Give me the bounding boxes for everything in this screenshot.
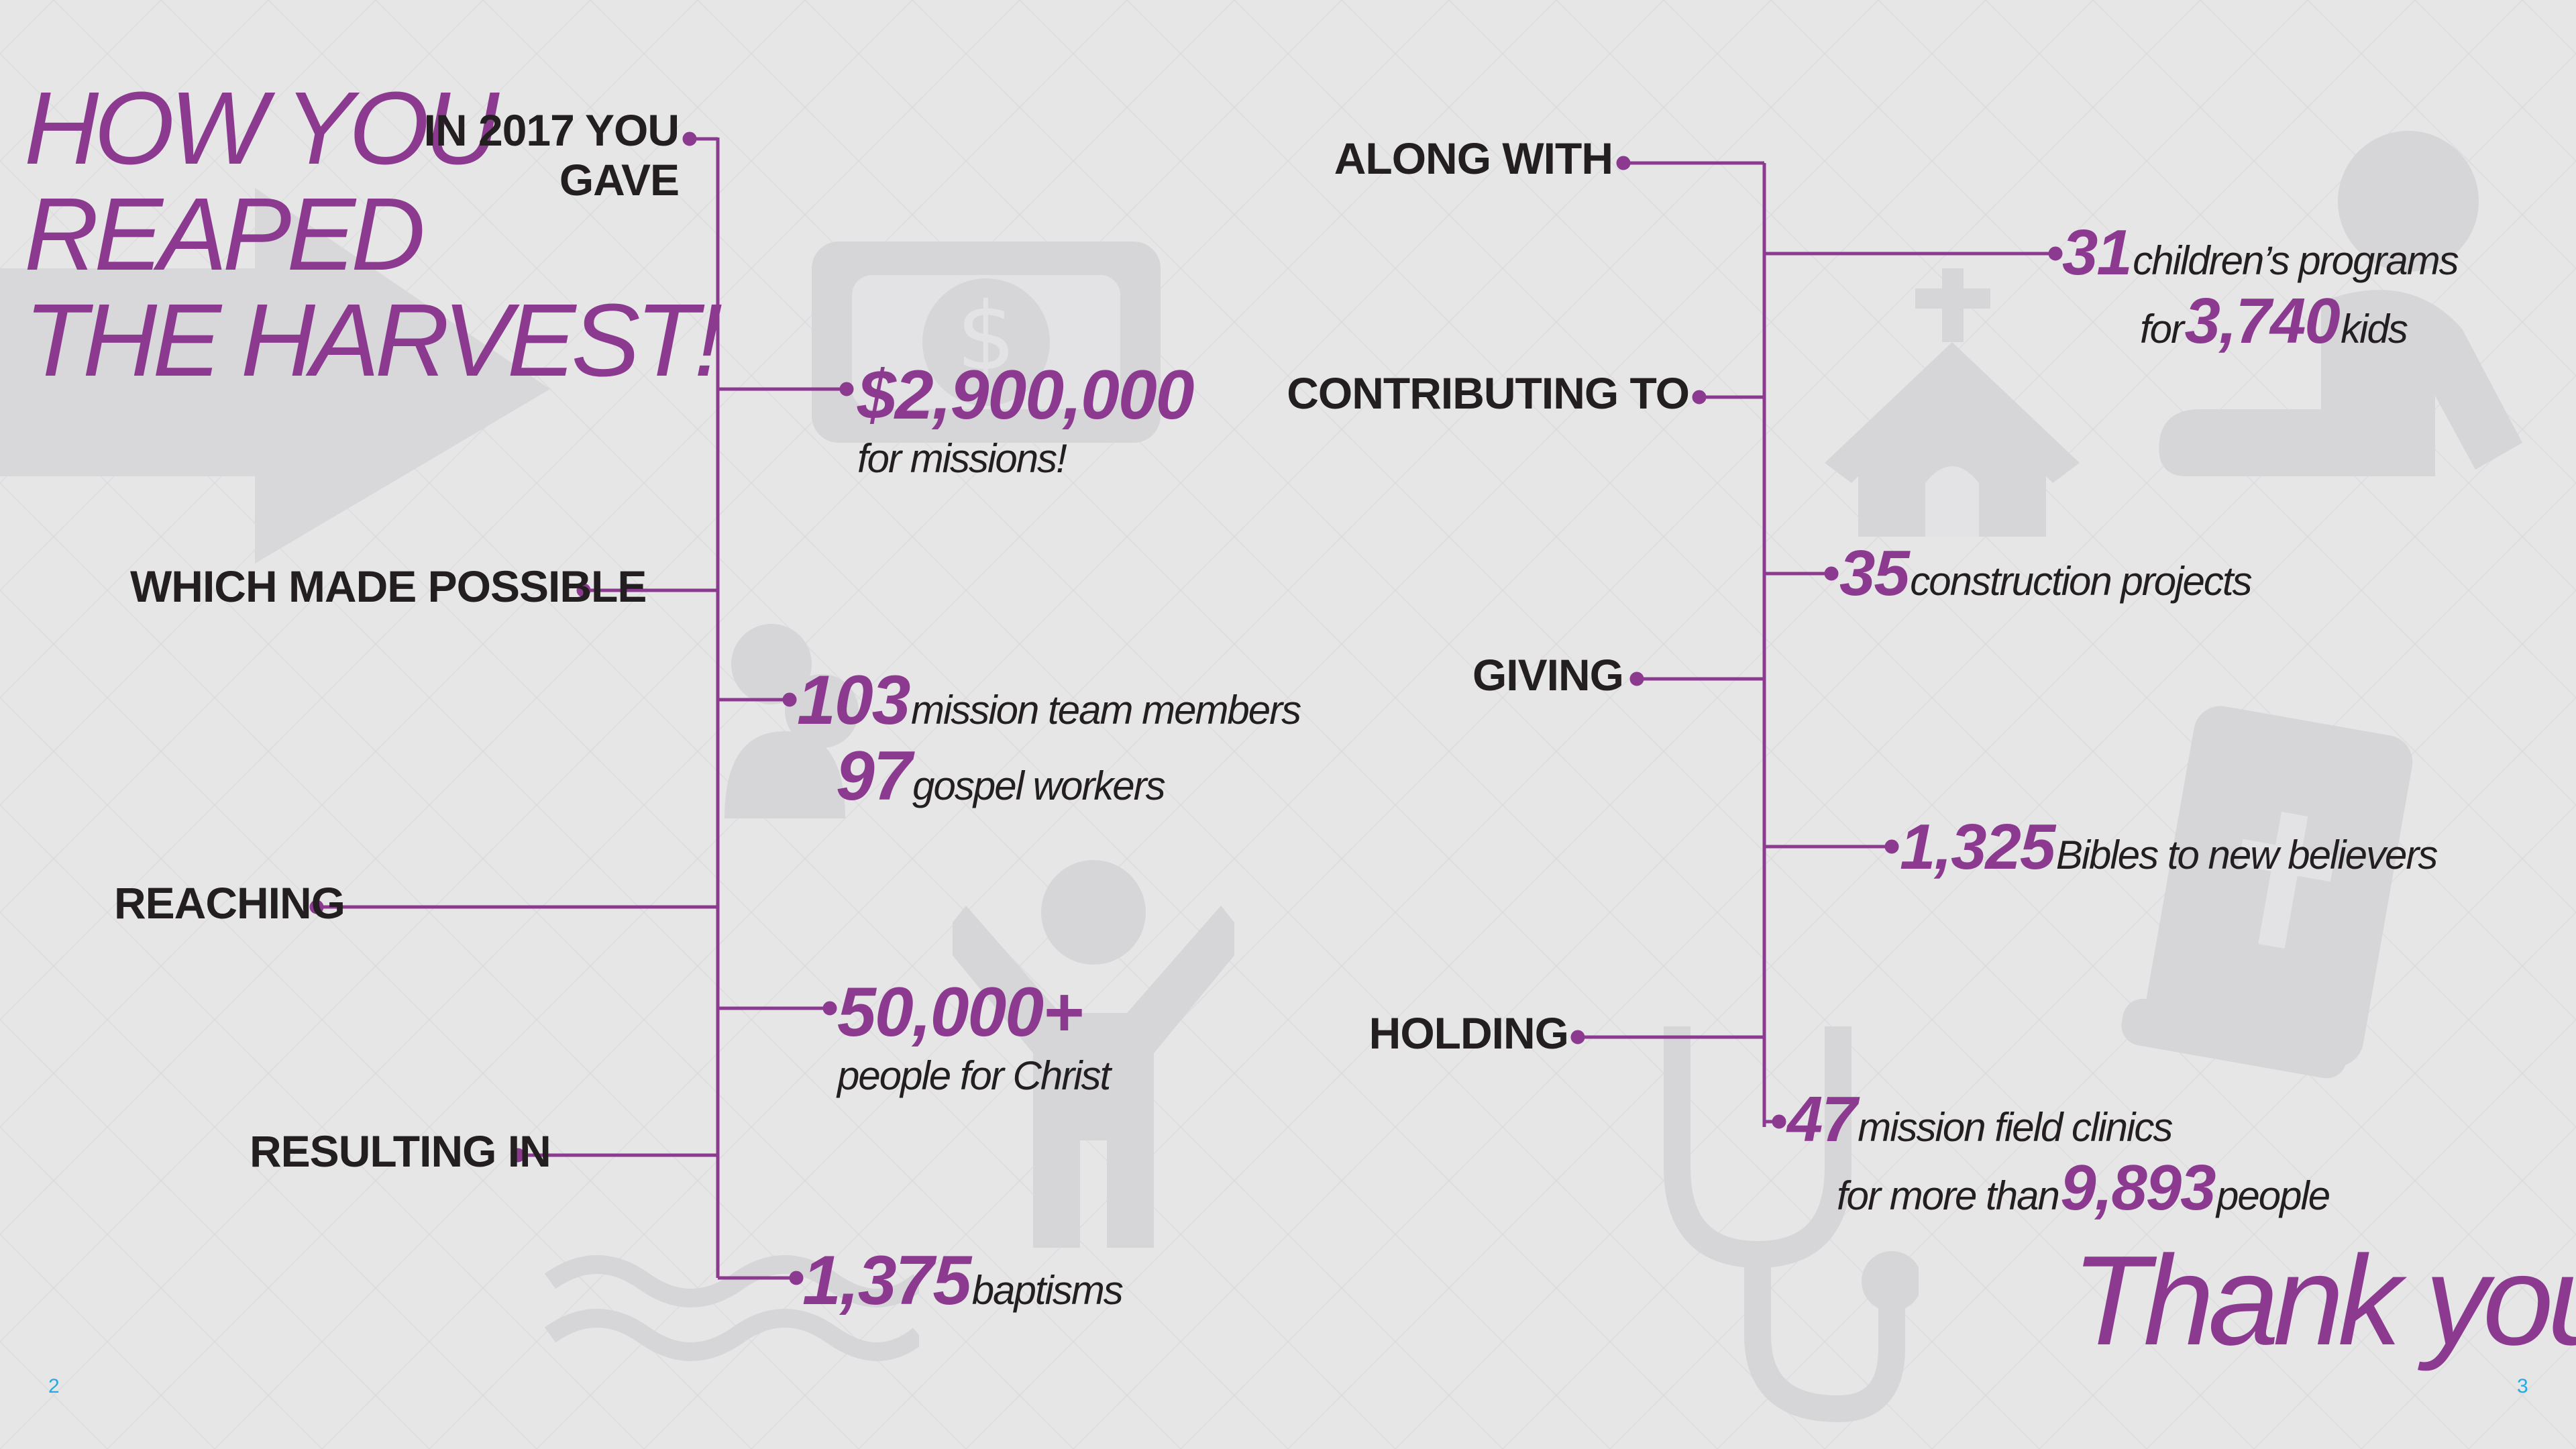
gave-label-line-2: GAVE xyxy=(559,154,680,205)
made-possible-label: WHICH MADE POSSIBLE xyxy=(130,561,647,611)
resulting-in-label: RESULTING IN xyxy=(250,1126,551,1176)
clinic-people-prefix: for more than xyxy=(1837,1173,2060,1218)
construction-stat: 35 construction projects xyxy=(1839,537,2253,610)
clinics-text: mission field clinics xyxy=(1858,1105,2173,1150)
baptisms-stat: 1,375 baptisms xyxy=(802,1241,1124,1321)
programs-num: 31 xyxy=(2062,217,2133,288)
people-text: people for Christ xyxy=(837,1053,1111,1098)
missions-stat: $2,900,000 for missions! xyxy=(857,356,1195,482)
bibles-stat: 1,325 Bibles to new believers xyxy=(1900,810,2438,884)
clinic-people-text: people xyxy=(2216,1173,2330,1218)
holding-label: HOLDING xyxy=(1368,1008,1569,1058)
page-number-left: 2 xyxy=(48,1375,60,1397)
construction-text: construction projects xyxy=(1910,559,2252,604)
gospel-workers-text: gospel workers xyxy=(912,763,1166,808)
gave-label: IN 2017 YOU GAVE xyxy=(423,105,680,205)
missions-text: for missions! xyxy=(857,436,1067,481)
headline-line-1: HOW YOU xyxy=(24,70,499,186)
person-icon xyxy=(953,860,1234,1248)
baptisms-num: 1,375 xyxy=(802,1242,971,1320)
headline-line-3: THE HARVEST! xyxy=(24,282,722,398)
team-members-num: 103 xyxy=(797,661,911,739)
child-icon xyxy=(2159,131,2522,476)
team-members-text: mission team members xyxy=(910,688,1301,733)
water-icon xyxy=(544,1255,919,1361)
bibles-num: 1,325 xyxy=(1900,811,2055,883)
kids-num: 3,740 xyxy=(2184,285,2340,357)
bible-icon xyxy=(2121,706,2413,1079)
gospel-workers-num: 97 xyxy=(836,737,912,815)
giving-label: GIVING xyxy=(1472,650,1624,700)
programs-stat: 31 children’s programs for 3,740 kids xyxy=(2062,216,2459,358)
bibles-text: Bibles to new believers xyxy=(2055,833,2438,877)
money-icon: $ xyxy=(812,241,1161,443)
people-stat: 50,000+ people for Christ xyxy=(837,973,1111,1099)
construction-num: 35 xyxy=(1839,537,1910,609)
svg-text:$: $ xyxy=(956,282,1016,392)
clinic-people-num: 9,893 xyxy=(2060,1152,2216,1224)
people-num: 50,000+ xyxy=(837,973,1083,1051)
thank-you: Thank you! xyxy=(2072,1230,2576,1372)
clinics-num: 47 xyxy=(1787,1083,1858,1155)
programs-text: children’s programs xyxy=(2133,238,2459,283)
missions-amount: $2,900,000 xyxy=(857,356,1195,434)
headline-line-2: REAPED xyxy=(24,176,425,292)
church-icon xyxy=(1825,268,2080,537)
contributing-to-label: CONTRIBUTING TO xyxy=(1287,368,1690,418)
stethoscope-icon xyxy=(1664,1026,1919,1423)
along-with-label: ALONG WITH xyxy=(1334,133,1613,183)
kids-prefix: for xyxy=(2140,307,2184,352)
headline: HOW YOU REAPED THE HARVEST! xyxy=(24,70,722,398)
baptisms-text: baptisms xyxy=(971,1268,1124,1313)
reaching-label: REACHING xyxy=(114,878,345,928)
people-icon xyxy=(724,624,859,818)
clinics-stat: 47 mission field clinics for more than 9… xyxy=(1787,1083,2330,1225)
arrow-icon xyxy=(0,188,550,564)
gave-label-line-1: IN 2017 YOU xyxy=(423,105,680,155)
team-stat: 103 mission team members 97 gospel worke… xyxy=(797,661,1301,816)
kids-text: kids xyxy=(2341,307,2408,352)
page-number-right: 3 xyxy=(2517,1375,2528,1397)
